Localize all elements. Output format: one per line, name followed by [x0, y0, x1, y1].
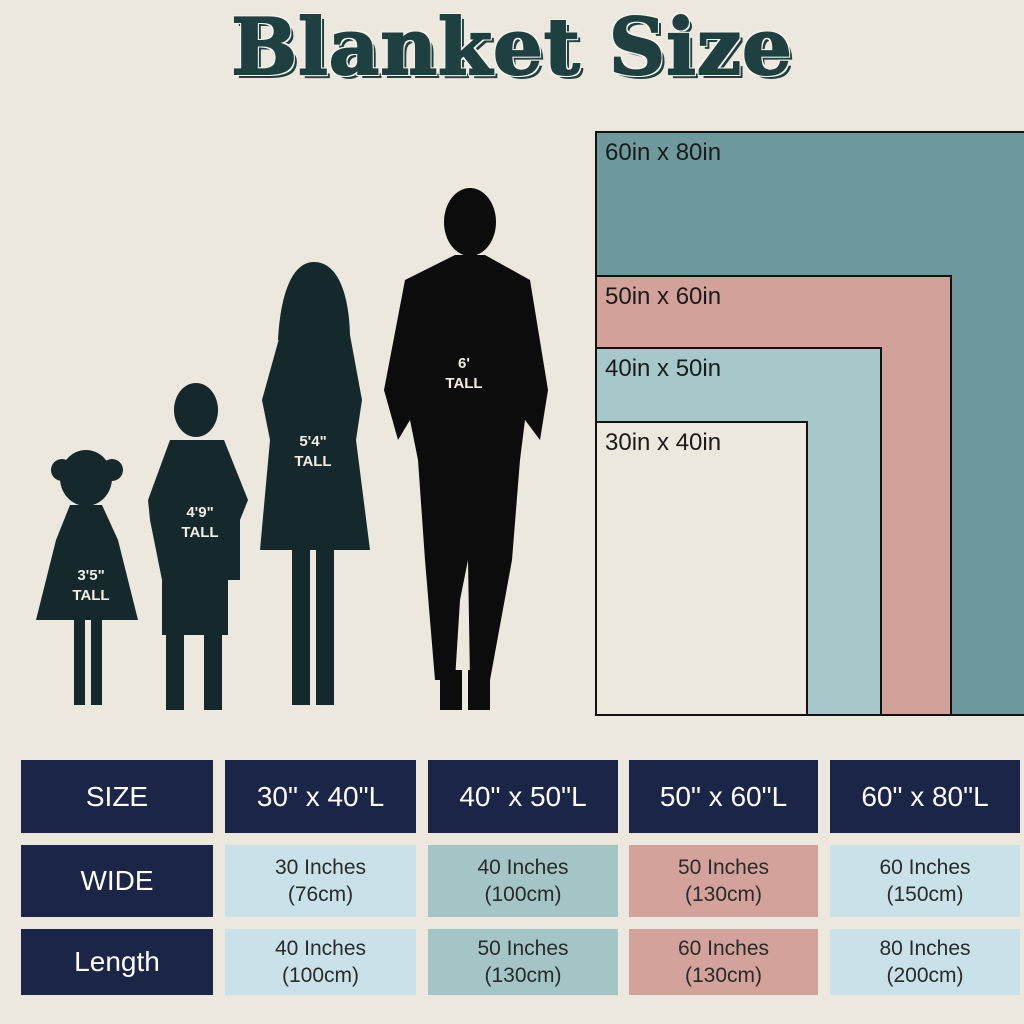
blanket-label: 40in x 50in	[605, 355, 722, 382]
cell-cm: (100cm)	[484, 883, 562, 906]
girl-height-label: 3'5" TALL	[51, 566, 131, 606]
people-silhouettes	[36, 188, 548, 710]
height-value: 3'5"	[77, 567, 105, 584]
cell-cm: (130cm)	[484, 964, 562, 987]
man-silhouette	[384, 188, 548, 710]
table-cell: 30 Inches (76cm)	[225, 845, 416, 917]
table-header: 30" x 40"L	[225, 760, 416, 833]
table-cell: 60 Inches (150cm)	[830, 845, 1020, 917]
cell-inches: 40 Inches	[274, 937, 367, 960]
woman-silhouette	[260, 262, 370, 705]
boy-silhouette	[148, 383, 248, 710]
height-suffix: TALL	[181, 524, 219, 541]
boy-height-label: 4'9" TALL	[160, 503, 240, 543]
row-label-length: Length	[21, 929, 213, 995]
height-value: 6'	[458, 355, 470, 372]
cell-inches: 80 Inches	[879, 937, 971, 960]
cell-cm: (200cm)	[886, 964, 964, 987]
height-suffix: TALL	[294, 453, 332, 470]
table-cell: 40 Inches (100cm)	[428, 845, 618, 917]
table-header: 40" x 50"L	[428, 760, 618, 833]
table-cell: 80 Inches (200cm)	[830, 929, 1020, 995]
blanket-label: 30in x 40in	[605, 429, 722, 456]
table-header: 50" x 60"L	[629, 760, 818, 833]
cell-inches: 50 Inches	[477, 937, 569, 960]
table-cell: 50 Inches (130cm)	[428, 929, 618, 995]
height-suffix: TALL	[445, 375, 483, 392]
blanket-30x40: 30in x 40in	[595, 421, 808, 716]
height-value: 4'9"	[186, 504, 214, 521]
cell-inches: 40 Inches	[477, 856, 569, 879]
table-cell: 40 Inches (100cm)	[225, 929, 416, 995]
row-label-wide: WIDE	[21, 845, 213, 917]
page-title: Blanket Size	[230, 1, 793, 94]
height-suffix: TALL	[72, 587, 110, 604]
cell-cm: (130cm)	[684, 964, 763, 987]
cell-inches: 50 Inches	[677, 856, 770, 879]
table-header: 60" x 80"L	[830, 760, 1020, 833]
table-cell: 60 Inches (130cm)	[629, 929, 818, 995]
cell-inches: 30 Inches	[274, 856, 367, 879]
height-value: 5'4"	[299, 433, 327, 450]
blanket-label: 50in x 60in	[605, 283, 722, 310]
cell-cm: (76cm)	[287, 883, 354, 906]
cell-inches: 60 Inches	[677, 937, 770, 960]
table-cell: 50 Inches (130cm)	[629, 845, 818, 917]
cell-cm: (100cm)	[281, 964, 360, 987]
cell-inches: 60 Inches	[879, 856, 971, 879]
woman-height-label: 5'4" TALL	[273, 432, 353, 472]
cell-cm: (130cm)	[684, 883, 763, 906]
girl-silhouette	[36, 450, 138, 705]
blanket-label: 60in x 80in	[605, 139, 722, 166]
cell-cm: (150cm)	[886, 883, 964, 906]
man-height-label: 6' TALL	[424, 354, 504, 394]
table-header-size: SIZE	[21, 760, 213, 833]
